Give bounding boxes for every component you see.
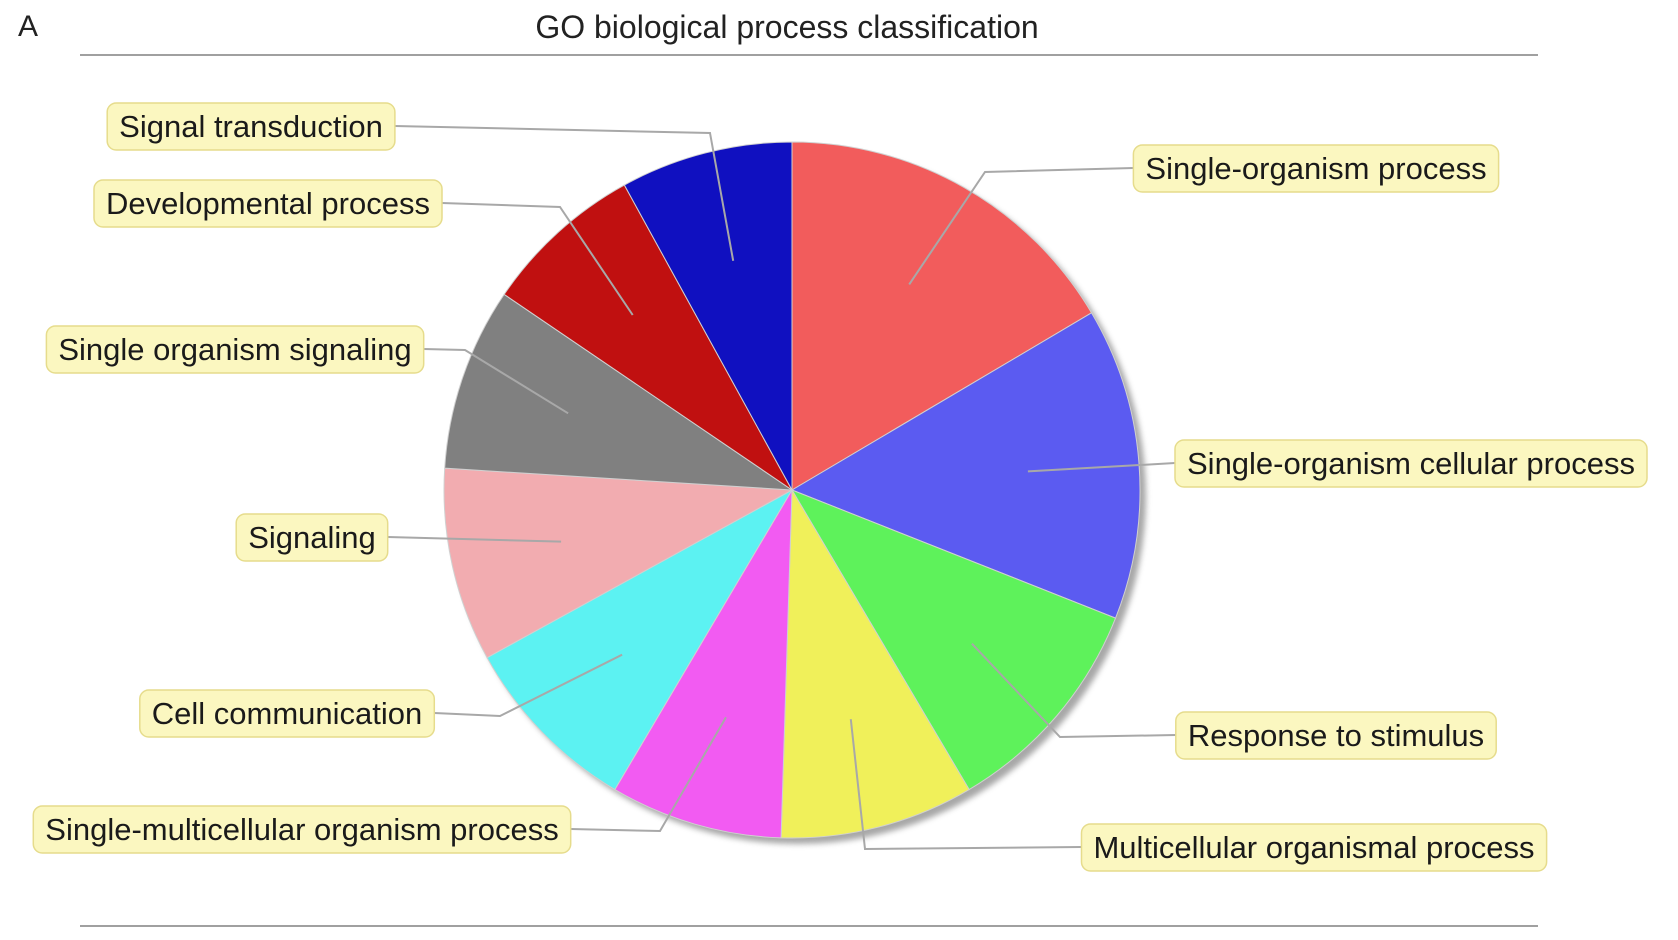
slice-label-single-organism-cellular-process: Single-organism cellular process [1174,439,1648,488]
pie-slices [443,141,1141,839]
pie-slice-multicellular-organismal-process [780,488,970,839]
pie-slice-single-organism-cellular-process [790,312,1141,619]
slice-label-text: Cell communication [152,696,423,731]
slice-label-multicellular-organismal-process: Multicellular organismal process [1080,823,1548,872]
slice-label-single-organism-process: Single-organism process [1132,144,1500,193]
leader-line-single-organism-process [908,167,1134,285]
slice-label-text: Multicellular organismal process [1093,830,1534,865]
slice-label-text: Single organism signaling [58,332,411,367]
pie-slice-single-organism-process [791,141,1093,491]
pie-slice-signal-transduction [623,141,793,491]
slice-label-single-organism-signaling: Single organism signaling [45,325,425,374]
chart-title: GO biological process classification [535,9,1038,45]
slice-label-box [1175,711,1497,760]
slice-label-signal-transduction: Signal transduction [106,102,396,151]
slice-label-text: Developmental process [106,186,430,221]
slice-label-response-to-stimulus: Response to stimulus [1175,711,1497,760]
pie-slice-developmental-process [503,184,793,491]
slice-label-box [106,102,396,151]
pie-slice-single-organism-signaling [444,293,794,491]
panel-letter: A [18,10,38,43]
leader-line-cell-communication [434,653,623,718]
slice-label-text: Single-organism cellular process [1187,446,1635,481]
pie-slice-single-multicellular-organism-process [614,489,793,839]
pie-slice-cell-communication [486,488,794,791]
slice-label-text: Single-multicellular organism process [45,812,558,847]
leader-line-signal-transduction [394,125,735,261]
slice-label-cell-communication: Cell communication [139,689,436,738]
slice-label-single-multicellular-organism-process: Single-multicellular organism process [32,805,572,854]
slice-label-text: Signal transduction [119,109,383,144]
slice-label-text: Single-organism process [1145,151,1486,186]
slice-label-box [1080,823,1548,872]
pie-slice-response-to-stimulus [790,488,1117,791]
slice-label-box [45,325,425,374]
slice-label-box [139,689,436,738]
slice-label-box [1132,144,1500,193]
slice-labels: Single-organism process Single-organism c… [32,102,1648,872]
leader-line-single-multicellular-organism-process [570,716,727,833]
slice-label-box [1174,439,1648,488]
slice-label-text: Response to stimulus [1188,718,1484,753]
slice-label-box [93,179,443,228]
slice-label-signaling: Signaling [235,513,389,562]
leader-line-signaling [387,536,562,543]
leader-lines [387,125,1176,851]
pie-slice-signaling [443,467,794,659]
slice-label-text: Signaling [248,520,376,555]
slice-label-developmental-process: Developmental process [93,179,443,228]
slice-label-box [235,513,389,562]
leader-line-developmental-process [441,202,634,316]
slice-label-box [32,805,572,854]
leader-line-single-organism-signaling [423,348,569,415]
leader-line-multicellular-organismal-process [849,719,1082,851]
leader-line-response-to-stimulus [971,643,1176,739]
leader-line-single-organism-cellular-process [1027,462,1176,473]
